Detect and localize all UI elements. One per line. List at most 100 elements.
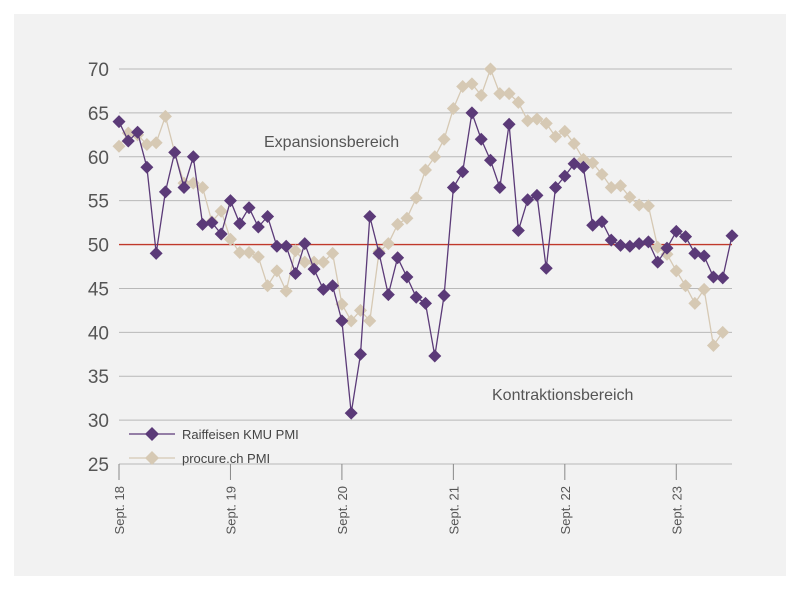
data-point xyxy=(251,220,265,234)
data-point xyxy=(651,255,665,269)
gridlines xyxy=(119,68,732,465)
data-point xyxy=(484,62,498,76)
data-point xyxy=(205,216,219,230)
data-point xyxy=(242,201,256,215)
data-point xyxy=(270,264,284,278)
x-axis: Sept. 18 Sept. 19 Sept. 20 Sept. 21 Sept. 22… xyxy=(112,464,684,534)
data-point xyxy=(576,160,590,174)
data-point xyxy=(446,102,460,115)
data-point xyxy=(697,249,711,263)
legend-label-raiffeisen: Raiffeisen KMU PMI xyxy=(182,427,299,442)
data-point xyxy=(233,216,247,230)
data-point xyxy=(614,238,628,252)
legend: Raiffeisen KMU PMI procure.ch PMI xyxy=(129,427,299,466)
y-tick-label: 60 xyxy=(88,148,109,169)
series-group xyxy=(112,62,739,420)
y-tick-label: 30 xyxy=(88,411,109,432)
annotation-expansion: Expansionsbereich xyxy=(264,134,399,151)
data-point xyxy=(530,188,544,202)
data-point xyxy=(196,181,210,194)
data-point xyxy=(251,250,265,264)
data-point xyxy=(632,198,646,212)
series-procure xyxy=(112,62,730,352)
data-point xyxy=(131,125,145,139)
data-point xyxy=(177,181,191,194)
data-point xyxy=(437,288,451,302)
chart-panel: 25 30 35 40 45 50 55 60 65 70 Sept. 18 Sept. 19 Sep… xyxy=(14,14,786,576)
series-line xyxy=(118,112,733,414)
data-point xyxy=(391,217,405,231)
data-point xyxy=(344,406,358,420)
data-point xyxy=(112,115,126,129)
data-point xyxy=(502,87,516,101)
data-point xyxy=(409,191,423,205)
data-point xyxy=(326,279,340,293)
y-tick-label: 55 xyxy=(88,192,109,213)
data-point xyxy=(539,261,553,275)
data-point xyxy=(363,209,377,223)
x-tick-label: Sept. 23 xyxy=(669,486,684,534)
legend-marker-raiffeisen xyxy=(145,427,159,441)
data-point xyxy=(288,244,302,258)
y-tick-label: 50 xyxy=(88,236,109,257)
data-point xyxy=(521,114,535,128)
data-point xyxy=(270,239,284,253)
data-point xyxy=(539,116,553,130)
data-point xyxy=(669,264,683,278)
data-point xyxy=(223,232,237,246)
data-point xyxy=(121,126,135,140)
data-point xyxy=(372,246,386,260)
data-point xyxy=(437,132,451,146)
data-point xyxy=(363,314,377,328)
legend-label-procure: procure.ch PMI xyxy=(182,451,270,466)
data-point xyxy=(419,296,432,310)
data-point xyxy=(242,245,256,259)
data-point xyxy=(521,193,535,207)
legend-item-procure: procure.ch PMI xyxy=(129,451,270,466)
data-point xyxy=(669,224,683,238)
y-tick-label: 65 xyxy=(88,104,109,125)
x-tick-label: Sept. 18 xyxy=(112,486,127,534)
data-point xyxy=(326,246,340,260)
data-point xyxy=(381,288,395,302)
data-point xyxy=(706,270,720,284)
data-point xyxy=(400,211,414,225)
y-tick-label: 35 xyxy=(88,367,109,388)
data-point xyxy=(697,282,711,296)
data-point xyxy=(706,339,720,352)
data-point xyxy=(288,267,302,281)
data-point xyxy=(353,347,367,361)
data-point xyxy=(456,80,470,94)
data-point xyxy=(214,204,228,218)
data-point xyxy=(530,112,544,126)
y-axis: 25 30 35 40 45 50 55 60 65 70 xyxy=(88,60,109,476)
y-tick-label: 70 xyxy=(88,60,109,81)
data-point xyxy=(623,239,637,253)
data-point xyxy=(419,163,432,177)
data-point xyxy=(307,262,321,276)
data-point xyxy=(261,279,275,293)
data-point xyxy=(549,130,563,144)
data-point xyxy=(511,224,525,238)
data-point xyxy=(428,150,442,164)
data-point xyxy=(158,109,172,123)
data-point xyxy=(223,194,237,208)
data-point xyxy=(679,279,693,293)
data-point xyxy=(493,87,507,101)
data-point xyxy=(465,77,479,91)
data-point xyxy=(140,160,154,174)
data-point xyxy=(261,209,275,223)
data-point xyxy=(474,88,488,102)
annotation-contraction: Kontraktionsbereich xyxy=(492,387,633,404)
data-point xyxy=(298,255,312,269)
data-point xyxy=(567,137,581,151)
data-point xyxy=(604,181,618,194)
y-tick-label: 45 xyxy=(88,279,109,300)
data-point xyxy=(558,169,572,183)
x-tick-label: Sept. 20 xyxy=(335,486,350,534)
data-point xyxy=(558,124,572,138)
data-point xyxy=(614,179,628,193)
legend-item-raiffeisen: Raiffeisen KMU PMI xyxy=(129,427,299,442)
data-point xyxy=(381,237,395,251)
